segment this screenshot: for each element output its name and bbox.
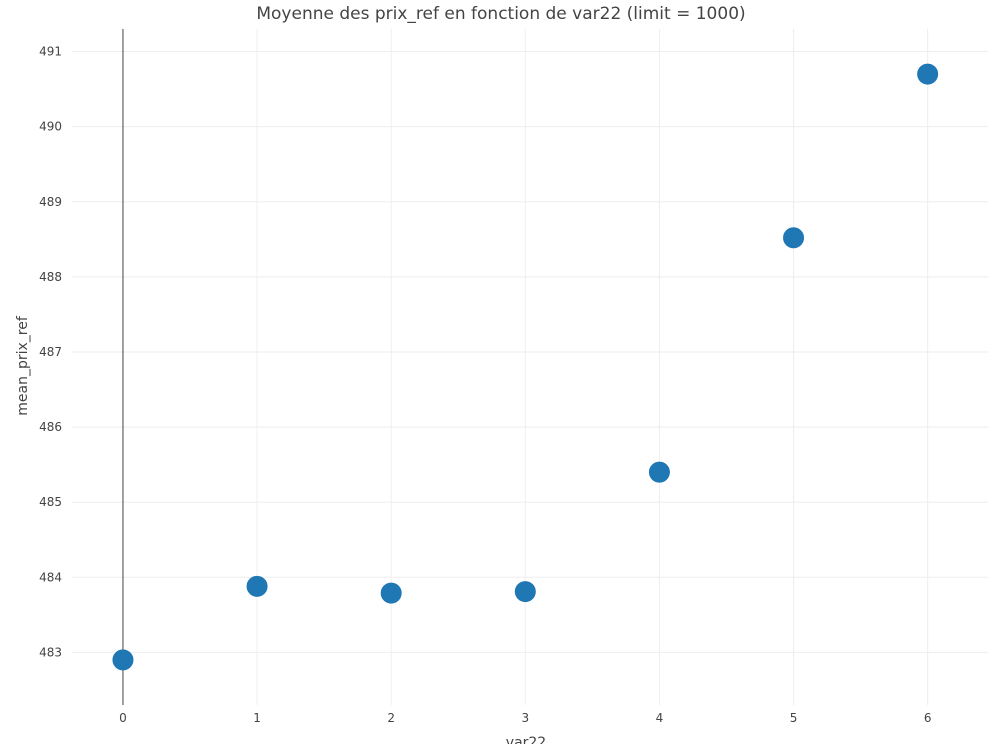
data-point[interactable] — [246, 575, 268, 597]
y-tick-label: 488 — [39, 270, 62, 284]
y-tick-label: 487 — [39, 345, 62, 359]
points-layer — [112, 63, 939, 671]
y-tick-label: 484 — [39, 570, 62, 584]
y-tick-label: 485 — [39, 495, 62, 509]
x-tick-label: 3 — [521, 711, 529, 725]
x-axis-title: var22 — [506, 735, 546, 744]
x-tick-label: 1 — [253, 711, 261, 725]
y-tick-label: 483 — [39, 645, 62, 659]
data-point[interactable] — [380, 582, 402, 604]
x-tick-label: 6 — [924, 711, 932, 725]
x-tick-label: 4 — [656, 711, 664, 725]
x-tick-label: 5 — [790, 711, 798, 725]
data-point[interactable] — [112, 649, 134, 671]
data-point[interactable] — [648, 461, 670, 483]
y-tick-label: 490 — [39, 120, 62, 134]
y-tick-label: 491 — [39, 45, 62, 59]
y-tick-label: 486 — [39, 420, 62, 434]
data-point[interactable] — [514, 581, 536, 603]
chart-title: Moyenne des prix_ref en fonction de var2… — [256, 4, 745, 24]
data-point[interactable] — [917, 63, 939, 85]
x-tick-label: 0 — [119, 711, 127, 725]
axes-layer: 0 1 2 3 4 5 6 483 484 485 486 487 488 489 490 491 — [39, 29, 931, 725]
y-tick-label: 489 — [39, 195, 62, 209]
data-point[interactable] — [783, 227, 805, 249]
x-tick-label: 2 — [387, 711, 395, 725]
y-axis-title: mean_prix_ref — [15, 315, 31, 416]
grid-layer — [72, 29, 988, 705]
